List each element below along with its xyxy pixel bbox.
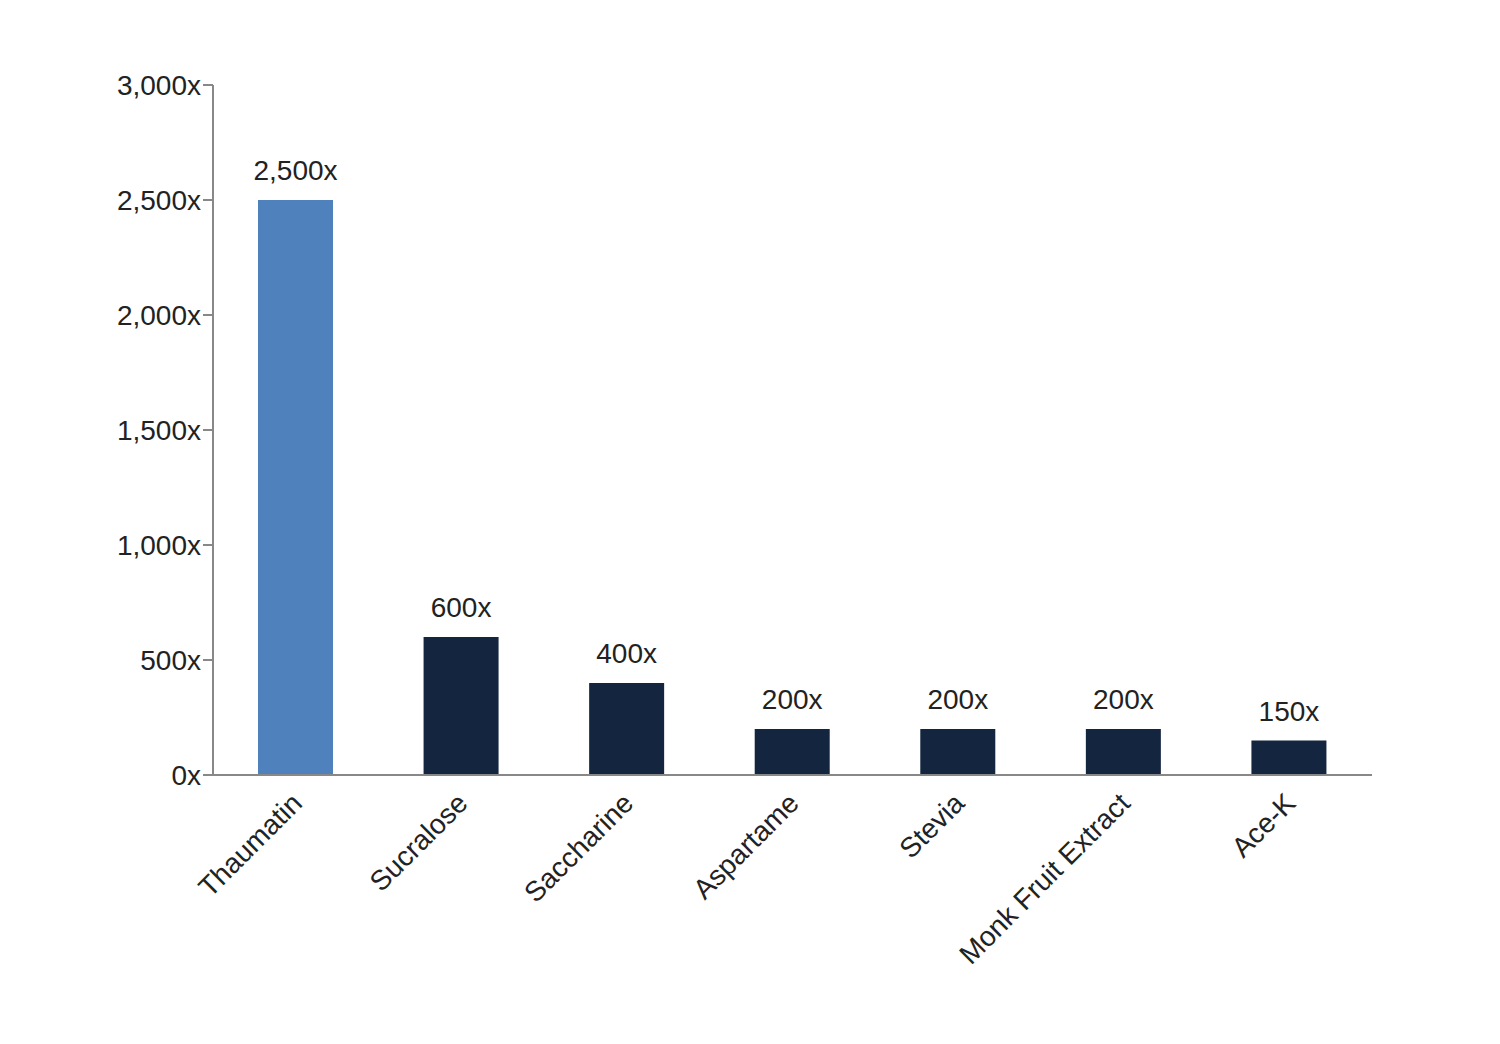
svg-text:Thaumatin: Thaumatin [193, 787, 308, 902]
svg-text:Sucralose: Sucralose [364, 787, 474, 897]
svg-text:Stevia: Stevia [893, 787, 970, 864]
svg-text:2,500x: 2,500x [253, 155, 337, 186]
svg-text:3,000x: 3,000x [117, 70, 201, 101]
svg-text:400x: 400x [596, 638, 657, 669]
svg-text:200x: 200x [762, 684, 823, 715]
svg-text:Aspartame: Aspartame [687, 787, 805, 905]
svg-text:2,000x: 2,000x [117, 300, 201, 331]
svg-text:200x: 200x [1093, 684, 1154, 715]
svg-text:500x: 500x [140, 645, 201, 676]
svg-text:0x: 0x [171, 760, 201, 791]
svg-text:Ace-K: Ace-K [1226, 787, 1302, 863]
svg-text:Monk Fruit Extract: Monk Fruit Extract [953, 787, 1136, 970]
svg-text:2,500x: 2,500x [117, 185, 201, 216]
svg-text:200x: 200x [927, 684, 988, 715]
svg-text:1,000x: 1,000x [117, 530, 201, 561]
svg-text:1,500x: 1,500x [117, 415, 201, 446]
svg-text:150x: 150x [1259, 696, 1320, 727]
svg-text:Saccharine: Saccharine [518, 787, 639, 908]
svg-text:600x: 600x [431, 592, 492, 623]
